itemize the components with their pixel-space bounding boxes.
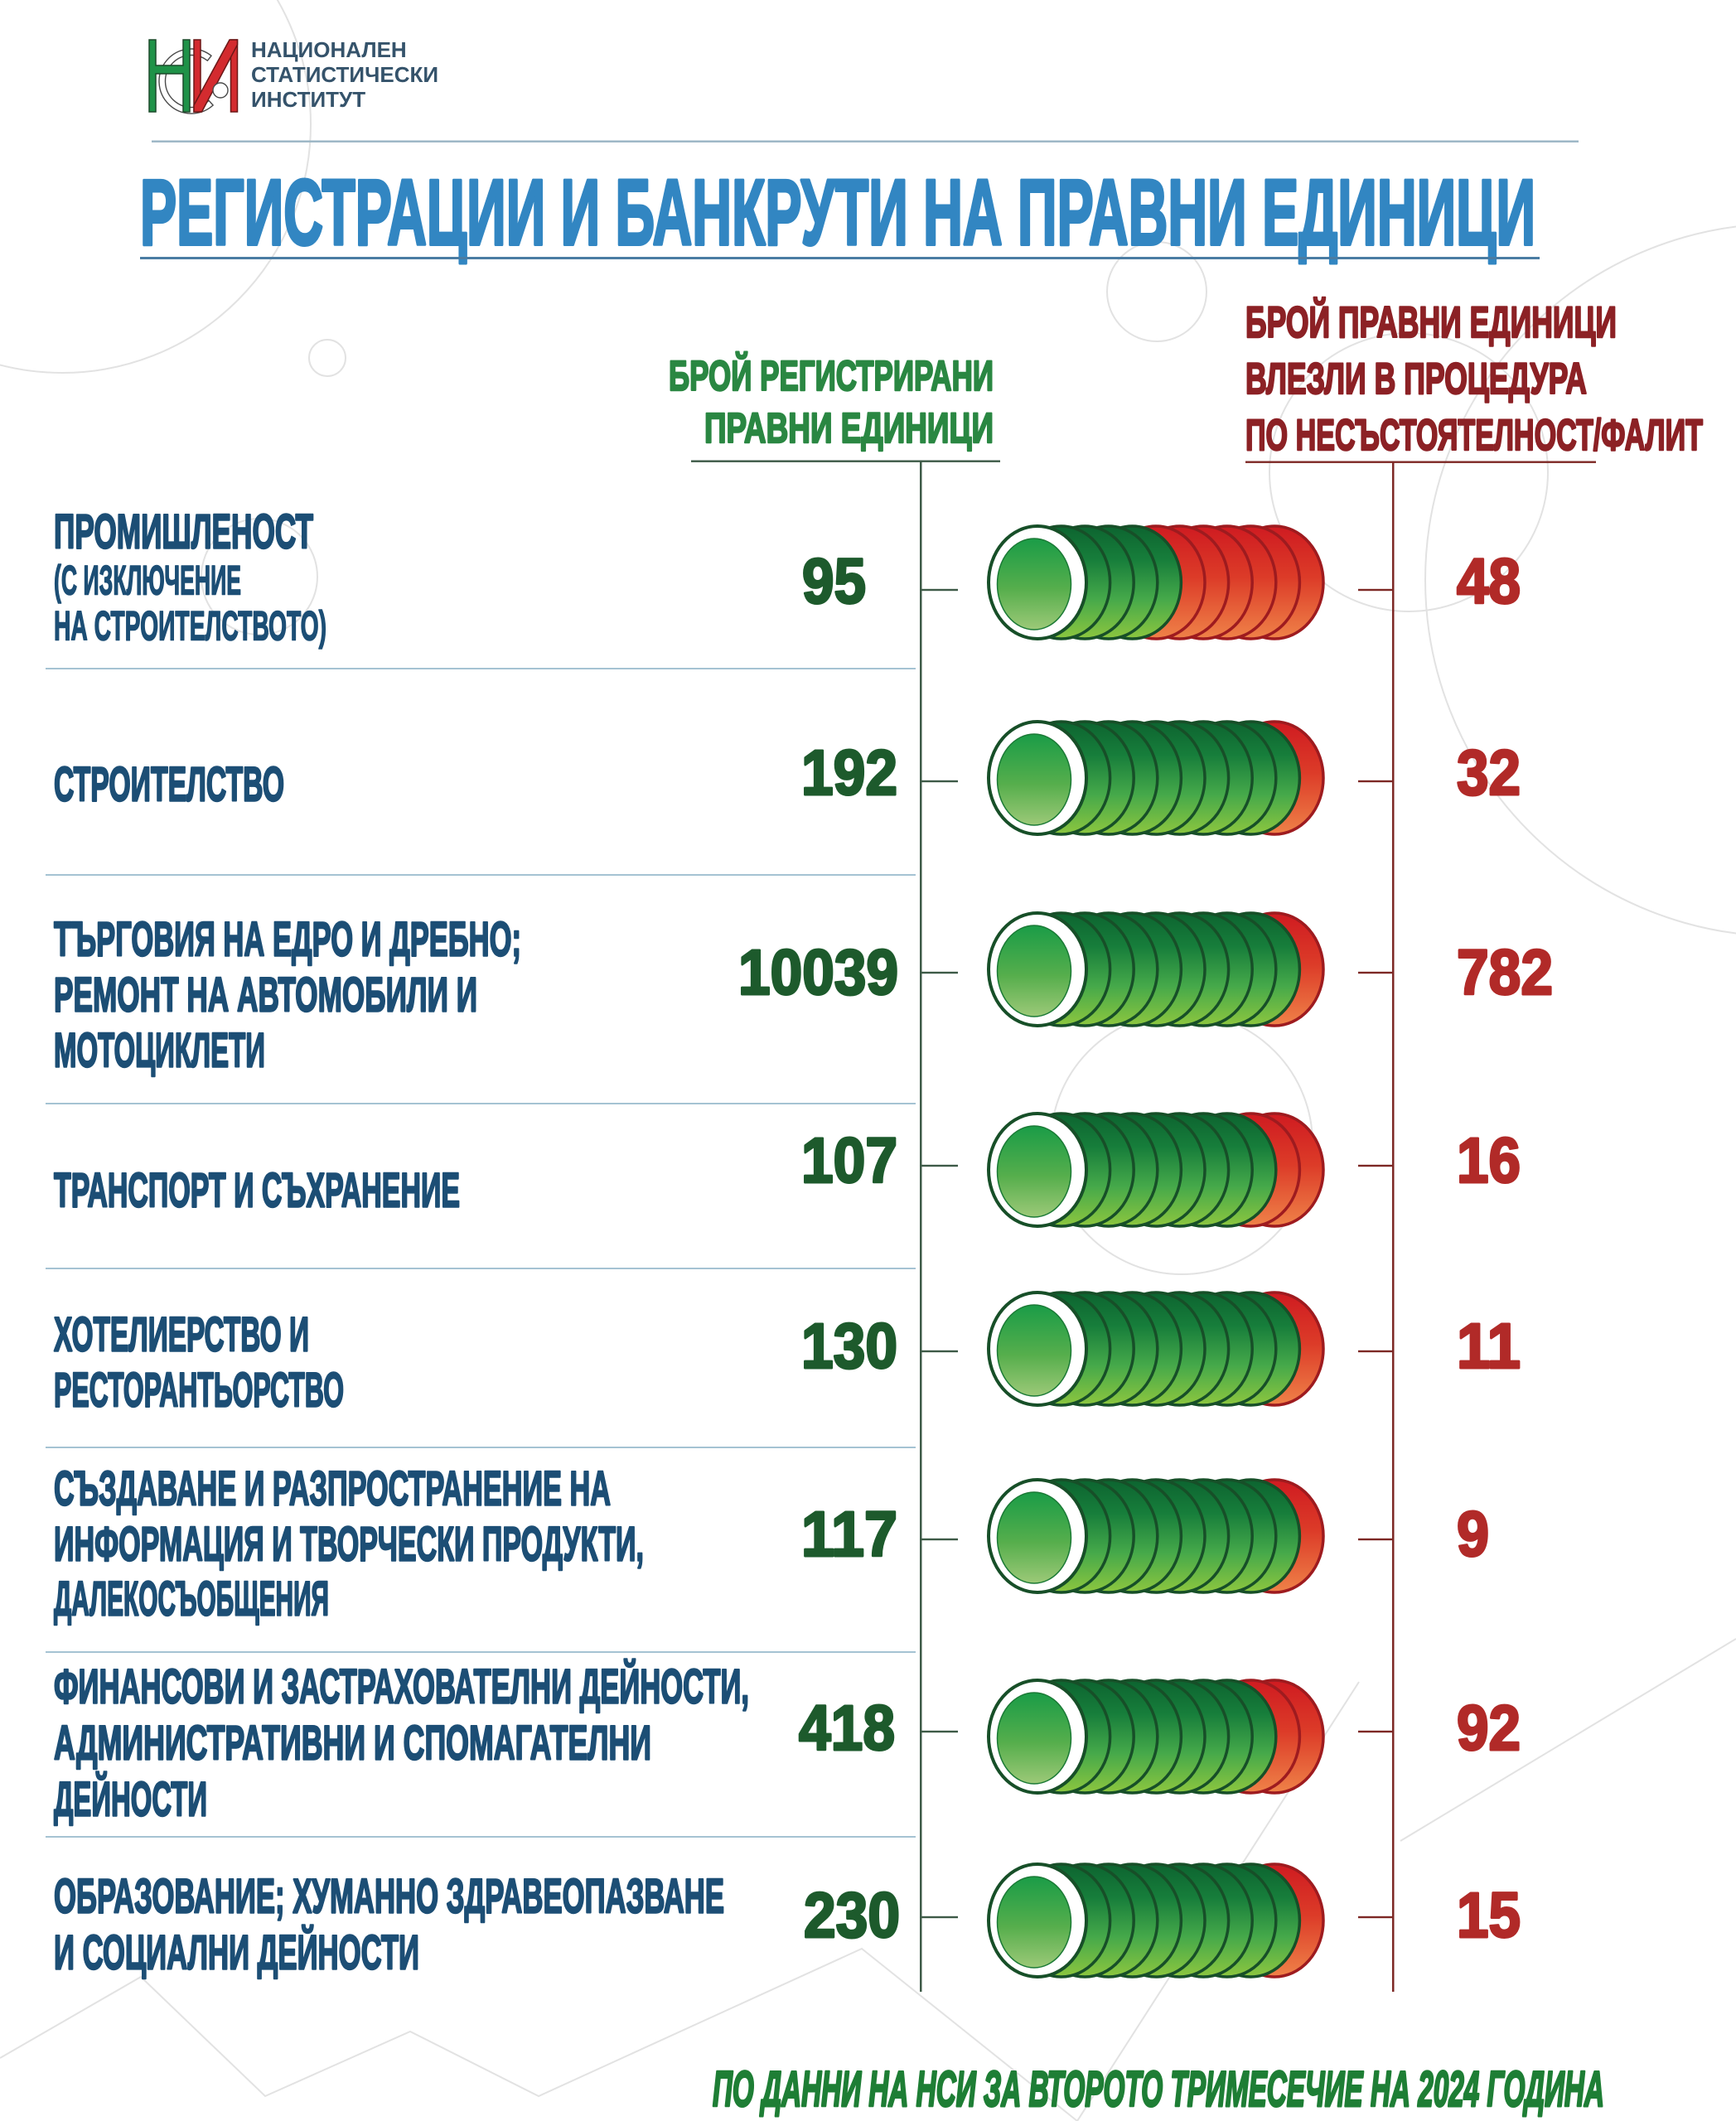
svg-text:НА СТРОИТЕЛСТВОТО): НА СТРОИТЕЛСТВОТО)	[54, 602, 326, 649]
svg-text:МОТОЦИКЛЕТИ: МОТОЦИКЛЕТИ	[54, 1023, 265, 1077]
svg-text:ИНСТИТУТ: ИНСТИТУТ	[251, 87, 365, 112]
svg-text:92: 92	[1457, 1693, 1521, 1764]
svg-text:ВЛЕЗЛИ В ПРОЦЕДУРА: ВЛЕЗЛИ В ПРОЦЕДУРА	[1245, 355, 1587, 403]
svg-text:ТЪРГОВИЯ НА ЕДРО И ДРЕБНО;: ТЪРГОВИЯ НА ЕДРО И ДРЕБНО;	[54, 912, 521, 966]
svg-text:ФИНАНСОВИ И ЗАСТРАХОВАТЕЛНИ ДЕ: ФИНАНСОВИ И ЗАСТРАХОВАТЕЛНИ ДЕЙНОСТИ,	[54, 1660, 749, 1713]
svg-text:СЪЗДАВАНЕ И РАЗПРОСТРАНЕНИЕ НА: СЪЗДАВАНЕ И РАЗПРОСТРАНЕНИЕ НА	[54, 1462, 611, 1515]
svg-text:48: 48	[1457, 546, 1521, 617]
svg-text:10039: 10039	[738, 937, 898, 1008]
svg-text:ПРОМИШЛЕНОСТ: ПРОМИШЛЕНОСТ	[54, 505, 313, 558]
svg-text:ДЕЙНОСТИ: ДЕЙНОСТИ	[54, 1772, 207, 1826]
svg-text:ДАЛЕКОСЪОБЩЕНИЯ: ДАЛЕКОСЪОБЩЕНИЯ	[54, 1572, 329, 1626]
svg-text:11: 11	[1457, 1311, 1521, 1382]
svg-text:230: 230	[804, 1880, 900, 1951]
svg-text:РЕСТОРАНТЬОРСТВО: РЕСТОРАНТЬОРСТВО	[54, 1363, 344, 1417]
svg-text:16: 16	[1457, 1125, 1521, 1196]
svg-text:130: 130	[801, 1311, 897, 1382]
svg-text:ТРАНСПОРТ И СЪХРАНЕНИЕ: ТРАНСПОРТ И СЪХРАНЕНИЕ	[54, 1163, 460, 1217]
svg-text:НАЦИОНАЛЕН: НАЦИОНАЛЕН	[251, 37, 407, 62]
svg-text:СТРОИТЕЛСТВО: СТРОИТЕЛСТВО	[54, 757, 284, 811]
svg-text:9: 9	[1457, 1499, 1489, 1570]
svg-text:ИНФОРМАЦИЯ И ТВОРЧЕСКИ ПРОДУКТ: ИНФОРМАЦИЯ И ТВОРЧЕСКИ ПРОДУКТИ,	[54, 1517, 644, 1571]
svg-text:ПО ДАННИ НА НСИ ЗА ВТОРОТО ТРИ: ПО ДАННИ НА НСИ ЗА ВТОРОТО ТРИМЕСЕЧИЕ НА…	[713, 2061, 1604, 2117]
svg-text:БРОЙ ПРАВНИ ЕДИНИЦИ: БРОЙ ПРАВНИ ЕДИНИЦИ	[1245, 297, 1617, 347]
svg-text:782: 782	[1457, 937, 1553, 1008]
svg-text:ПРАВНИ ЕДИНИЦИ: ПРАВНИ ЕДИНИЦИ	[704, 404, 994, 452]
svg-text:БРОЙ РЕГИСТРИРАНИ: БРОЙ РЕГИСТРИРАНИ	[669, 351, 994, 399]
svg-text:И СОЦИАЛНИ ДЕЙНОСТИ: И СОЦИАЛНИ ДЕЙНОСТИ	[54, 1925, 419, 1979]
svg-text:95: 95	[802, 546, 866, 617]
svg-text:ОБРАЗОВАНИЕ; ХУМАННО ЗДРАВЕОПА: ОБРАЗОВАНИЕ; ХУМАННО ЗДРАВЕОПАЗВАНЕ	[54, 1869, 724, 1923]
svg-text:117: 117	[801, 1499, 897, 1570]
svg-text:РЕМОНТ НА АВТОМОБИЛИ И: РЕМОНТ НА АВТОМОБИЛИ И	[54, 968, 477, 1022]
svg-text:РЕГИСТРАЦИИ И БАНКРУТИ НА ПРАВ: РЕГИСТРАЦИИ И БАНКРУТИ НА ПРАВНИ ЕДИНИЦИ	[140, 161, 1535, 264]
svg-text:192: 192	[801, 737, 897, 809]
svg-text:418: 418	[799, 1693, 895, 1764]
svg-text:107: 107	[801, 1125, 897, 1196]
svg-text:ПО НЕСЪСТОЯТЕЛНОСТ/ФАЛИТ: ПО НЕСЪСТОЯТЕЛНОСТ/ФАЛИТ	[1245, 411, 1703, 460]
svg-text:15: 15	[1457, 1880, 1521, 1951]
svg-text:(С ИЗКЛЮЧЕНИЕ: (С ИЗКЛЮЧЕНИЕ	[54, 557, 241, 603]
svg-text:СТАТИСТИЧЕСКИ: СТАТИСТИЧЕСКИ	[251, 62, 438, 87]
svg-text:32: 32	[1457, 737, 1521, 809]
svg-text:АДМИНИСТРАТИВНИ И СПОМАГАТЕЛНИ: АДМИНИСТРАТИВНИ И СПОМАГАТЕЛНИ	[54, 1716, 651, 1770]
svg-text:ХОТЕЛИЕРСТВО И: ХОТЕЛИЕРСТВО И	[54, 1307, 309, 1361]
